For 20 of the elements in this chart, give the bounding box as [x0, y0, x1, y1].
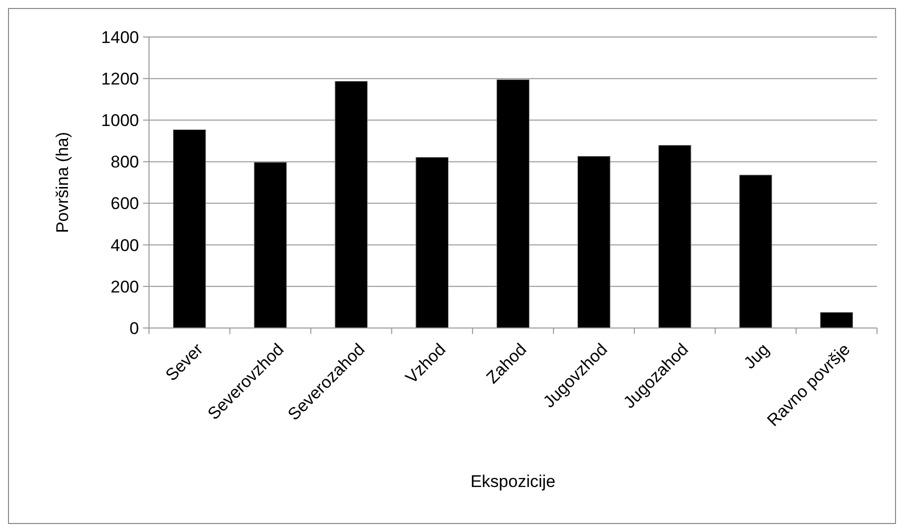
- y-tick-label: 800: [110, 152, 139, 172]
- y-tick-label: 600: [110, 194, 139, 214]
- bar: [658, 145, 692, 328]
- y-axis-title: Površina (ha): [53, 132, 72, 234]
- bar: [820, 312, 853, 328]
- bar: [173, 129, 206, 328]
- y-tick-label: 0: [130, 318, 139, 338]
- y-tick-label: 1400: [101, 28, 139, 47]
- bar: [496, 79, 530, 328]
- bar: [577, 156, 610, 328]
- bar: [739, 174, 772, 328]
- x-tick-label: Jug: [740, 340, 773, 373]
- y-tick-label: 200: [110, 277, 139, 296]
- bar: [254, 162, 287, 328]
- x-axis-title: Ekspozicije: [470, 472, 556, 491]
- bar: [334, 81, 368, 328]
- y-tick-label: 1000: [101, 111, 139, 130]
- y-tick-label: 1200: [101, 70, 139, 89]
- y-tick-label: 400: [110, 236, 139, 255]
- bar: [416, 157, 449, 328]
